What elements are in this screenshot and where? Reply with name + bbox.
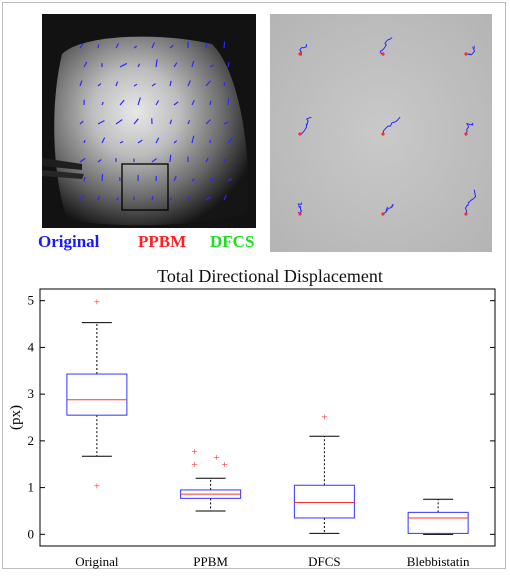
trace-origin [381,52,384,55]
microscopy-image [42,14,256,228]
outlier-point: + [94,480,100,492]
box-dfcs: + [294,412,354,534]
y-tick-label: 3 [28,386,35,401]
trace-origin [464,132,467,135]
trace-origin [298,52,301,55]
displacement-arrow [224,82,225,86]
displacement-arrow [102,174,103,181]
trace-origin [298,212,301,215]
outlier-point: + [94,297,100,309]
y-tick-label: 4 [28,339,35,354]
x-tick-label: DFCS [308,554,341,569]
y-axis-label: (px) [8,405,24,430]
y-tick-label: 0 [28,526,35,541]
iqr-box [408,512,468,533]
zoomed-image [270,14,492,252]
plot-area [40,289,495,546]
x-tick-label: Original [75,554,119,569]
outlier-point: + [214,452,220,464]
microscopy-image-svg [42,14,256,228]
outlier-point: + [222,459,228,471]
x-tick-label: Blebbistatin [407,554,470,569]
trace-origin [381,212,384,215]
y-tick-label: 2 [28,433,35,448]
box-original: ++ [67,297,127,493]
zoomed-image-svg [270,14,492,252]
method-legend: Original PPBM DFCS [38,232,268,254]
displacement-arrow [170,155,171,162]
displacement-arrow [228,98,229,105]
trace-origin [464,52,467,55]
legend-ppbm: PPBM [138,232,186,252]
outlier-point: + [192,459,198,471]
displacement-arrow [98,45,99,48]
legend-dfcs: DFCS [210,232,254,252]
y-tick-label: 5 [28,293,35,308]
iqr-box [294,485,354,518]
outlier-point: + [192,446,198,458]
trace-origin [464,212,467,215]
box-ppbm: ++++ [181,446,241,511]
legend-original: Original [38,232,99,252]
iqr-box [67,374,127,415]
displacement-arrow [224,42,225,48]
outlier-point: + [321,412,327,424]
trace-origin [381,132,384,135]
x-tick-label: PPBM [193,554,228,569]
y-tick-label: 1 [28,480,35,495]
box-blebbistatin [408,499,468,534]
trace-origin [298,132,301,135]
